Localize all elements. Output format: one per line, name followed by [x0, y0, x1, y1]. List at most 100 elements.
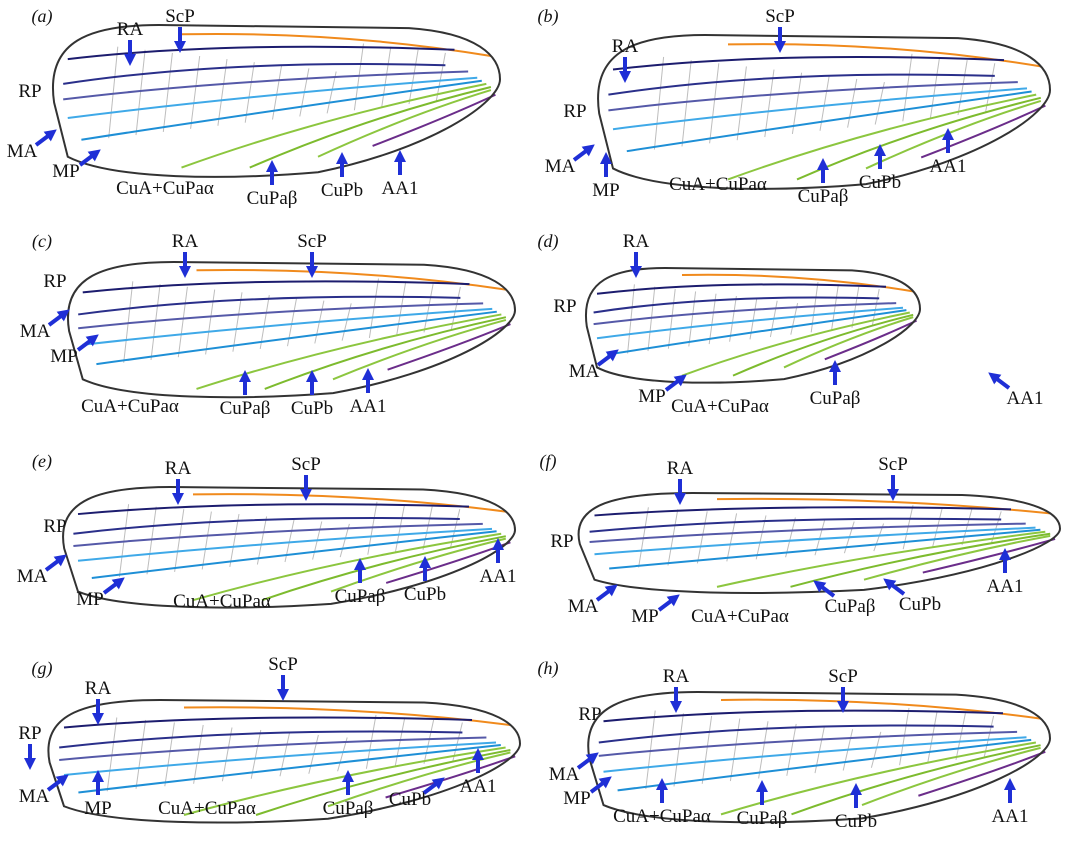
vein-label: RA: [667, 458, 694, 479]
crossvein: [709, 63, 720, 144]
crossvein: [673, 713, 684, 787]
vein: [918, 750, 1046, 797]
crossvein: [450, 286, 461, 330]
crossvein: [653, 56, 665, 150]
vein-label: ScP: [828, 666, 858, 687]
vein-label: ScP: [297, 231, 327, 252]
vein-label: MA: [7, 141, 38, 162]
vein-label: RP: [553, 296, 576, 317]
vein-label: AA1: [987, 576, 1024, 597]
panel-label: (g): [32, 658, 53, 679]
vein-label: MA: [568, 596, 599, 617]
vein-label: RP: [18, 723, 41, 744]
crossvein: [790, 302, 799, 335]
crossvein: [729, 296, 737, 342]
vein: [603, 736, 1027, 773]
vein: [67, 76, 478, 119]
crossvein: [337, 737, 348, 772]
crossvein: [259, 295, 270, 350]
crossvein: [874, 81, 885, 125]
vein-label: ScP: [268, 654, 298, 675]
vein-label: AA1: [460, 776, 497, 797]
vein: [67, 45, 455, 61]
crossvein: [205, 289, 216, 355]
vein: [78, 744, 501, 794]
vein: [78, 302, 484, 330]
crossvein: [174, 509, 185, 572]
crossvein: [726, 513, 738, 562]
crossvein: [201, 511, 212, 570]
panel-label: (a): [32, 6, 53, 27]
vein-label: CuPaβ: [737, 808, 788, 829]
vein-label: MA: [19, 786, 50, 807]
vein: [607, 309, 907, 356]
crossvein: [339, 523, 350, 558]
crossvein: [422, 506, 433, 550]
arrow: [34, 129, 57, 147]
vein-label: MP: [84, 798, 111, 819]
vein: [192, 532, 502, 602]
crossvein: [229, 513, 240, 568]
vein-label: MA: [569, 361, 600, 382]
vein-label: ScP: [291, 454, 321, 475]
crossvein: [162, 52, 173, 133]
crossvein: [193, 724, 204, 784]
vein-label: AA1: [992, 806, 1029, 827]
vein-label: CuPaβ: [247, 188, 298, 209]
crossvein: [929, 56, 941, 119]
crossvein: [135, 49, 146, 136]
vein: [317, 89, 492, 158]
vein-label: CuPaβ: [825, 596, 876, 617]
vein-label: MA: [17, 566, 48, 587]
crossvein: [435, 52, 446, 102]
vein-label: RP: [550, 531, 573, 552]
arrow: [657, 594, 680, 612]
vein: [73, 516, 460, 535]
crossvein: [423, 283, 434, 333]
vein: [264, 316, 507, 390]
wing-outline: [587, 690, 1052, 824]
crossvein: [985, 63, 996, 113]
vein: [783, 316, 914, 369]
vein: [372, 93, 496, 147]
arrow: [596, 349, 619, 367]
vein-label: RP: [43, 271, 66, 292]
panel-label: (f): [540, 451, 557, 472]
crossvein: [955, 713, 966, 760]
wing-outline: [66, 260, 517, 399]
wing-outline: [47, 698, 522, 824]
panel-label: (h): [538, 658, 559, 679]
vein: [608, 81, 1018, 112]
vein-label: AA1: [1007, 388, 1044, 409]
arrow: [988, 372, 1011, 390]
vein: [603, 709, 1004, 723]
crossvein: [190, 55, 201, 129]
vein-label: RA: [85, 678, 112, 699]
crossvein: [688, 291, 697, 347]
vein-label: RP: [563, 101, 586, 122]
crossvein: [423, 719, 435, 764]
vein-label: AA1: [480, 566, 517, 587]
vein-label: CuPaβ: [220, 398, 271, 419]
vein-label: AA1: [350, 396, 387, 417]
vein: [608, 73, 995, 96]
vein: [727, 43, 1041, 68]
vein: [196, 313, 502, 390]
crossvein: [667, 289, 676, 349]
crossvein: [232, 292, 243, 352]
crossvein: [701, 715, 713, 784]
arrow: [664, 374, 687, 392]
crossvein: [244, 62, 255, 123]
vein-label: CuPb: [859, 172, 901, 193]
vein-label: RA: [165, 458, 192, 479]
vein: [77, 503, 470, 516]
panel-label: (d): [538, 231, 559, 252]
crossvein: [341, 303, 352, 341]
vein: [681, 273, 914, 293]
vein-label: AA1: [930, 156, 967, 177]
vein-label: ScP: [765, 6, 795, 27]
crossvein: [164, 722, 175, 787]
vein: [73, 522, 483, 548]
arrow: [76, 334, 99, 352]
crossvein: [106, 717, 118, 792]
